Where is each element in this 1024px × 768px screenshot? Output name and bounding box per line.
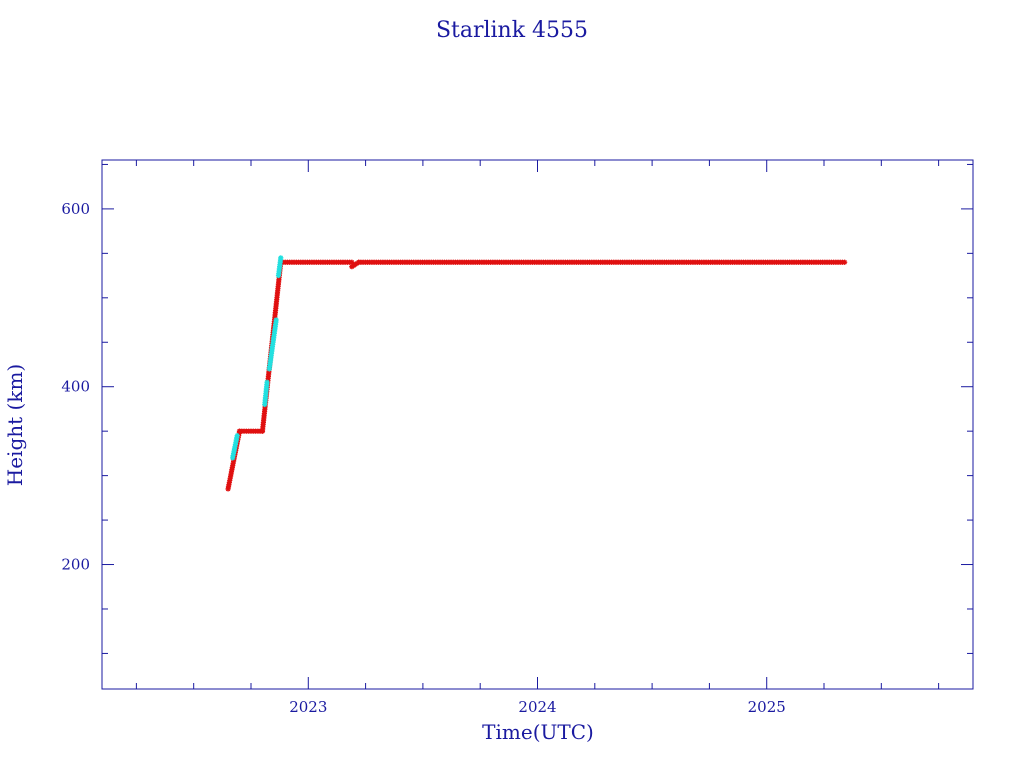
data-point: [264, 379, 270, 385]
x-tick-label: 2024: [518, 698, 556, 716]
axis-ticks: [102, 160, 973, 689]
chart-title: Starlink 4555: [436, 18, 588, 43]
plot-frame: [101, 159, 974, 690]
x-axis-label: Time(UTC): [482, 720, 594, 744]
data-point: [842, 259, 848, 265]
data-point: [349, 259, 355, 265]
y-tick-label: 400: [61, 378, 90, 396]
data-point: [273, 317, 279, 323]
x-tick-label: 2025: [748, 698, 786, 716]
x-tick-label: 2023: [289, 698, 327, 716]
tick-labels: 2023 2024 2025 200 400 600: [61, 200, 785, 716]
y-axis-label: Height (km): [3, 364, 27, 486]
data-point: [278, 255, 284, 261]
data-marks: [225, 255, 848, 492]
data-point: [234, 433, 240, 439]
y-tick-label: 600: [61, 200, 90, 218]
y-tick-label: 200: [61, 556, 90, 574]
